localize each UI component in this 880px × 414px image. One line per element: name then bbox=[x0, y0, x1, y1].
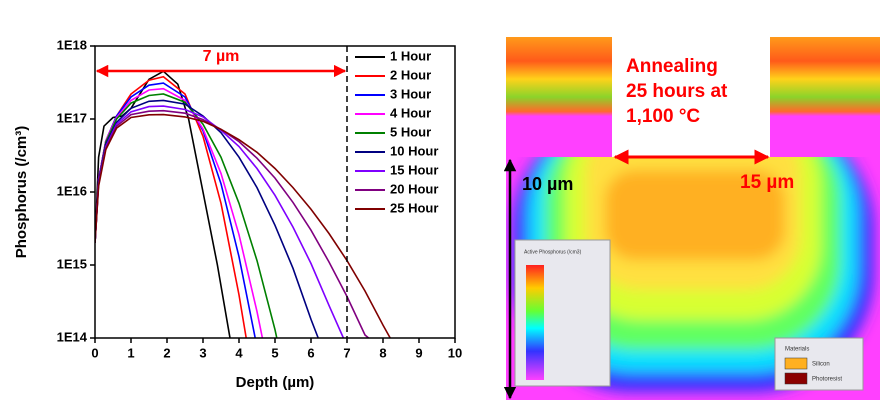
x-tick-label: 4 bbox=[235, 345, 243, 360]
simulation-image: Annealing 25 hours at 1,100 °C 15 µm 10 … bbox=[503, 37, 880, 400]
y-tick-label: 1E15 bbox=[57, 256, 87, 271]
x-axis-title: Depth (µm) bbox=[236, 374, 315, 391]
y-tick-label: 1E18 bbox=[57, 37, 87, 52]
line-chart: 1E14 1E15 1E16 1E17 1E18 0 1 2 3 4 5 6 7 8 9 10 Depth (µ… bbox=[13, 37, 462, 391]
legend-label: 1 Hour bbox=[390, 48, 431, 63]
legend-label: 10 Hour bbox=[390, 143, 438, 158]
legend-label: 3 Hour bbox=[390, 86, 431, 101]
material-label: Silicon bbox=[812, 362, 830, 368]
x-tick-label: 0 bbox=[91, 345, 98, 360]
plot-frame bbox=[94, 45, 456, 339]
data-line bbox=[95, 99, 319, 338]
colorbar bbox=[526, 265, 544, 380]
y-tick-label: 1E17 bbox=[57, 110, 87, 125]
data-line bbox=[95, 70, 231, 338]
y-tick-label: 1E14 bbox=[57, 329, 88, 344]
x-tick-label: 3 bbox=[199, 345, 206, 360]
legend-label: 25 Hour bbox=[390, 200, 438, 215]
legend-label: 20 Hour bbox=[390, 181, 438, 196]
x-tick-label: 2 bbox=[163, 345, 170, 360]
depth-label: 10 µm bbox=[522, 174, 573, 194]
x-tick-label: 10 bbox=[448, 345, 462, 360]
legend-label: 15 Hour bbox=[390, 162, 438, 177]
photoresist-right bbox=[770, 37, 880, 157]
annotation: 25 hours at bbox=[626, 81, 728, 102]
legend-label: 4 Hour bbox=[390, 105, 431, 120]
data-line bbox=[95, 113, 391, 338]
width-label: 15 µm bbox=[740, 172, 794, 193]
legend-label: 5 Hour bbox=[390, 124, 431, 139]
x-tick-label: 1 bbox=[127, 345, 134, 360]
colorbar-title: Active Phosphorus (/cm3) bbox=[524, 249, 582, 255]
material-label: Photoresist bbox=[812, 377, 842, 383]
annotation: 1,100 °C bbox=[626, 106, 700, 127]
materials-title: Materials bbox=[785, 347, 809, 353]
legend-label: 2 Hour bbox=[390, 67, 431, 82]
x-tick-label: 7 bbox=[343, 345, 350, 360]
annotation: Annealing bbox=[626, 56, 718, 77]
annotation-label: 7 µm bbox=[203, 48, 240, 65]
x-tick-label: 6 bbox=[307, 345, 314, 360]
photoresist-left bbox=[506, 37, 612, 157]
y-axis-title: Phosphorus (/cm³) bbox=[13, 126, 30, 259]
photoresist-swatch bbox=[784, 372, 808, 385]
data-line bbox=[95, 93, 278, 338]
x-tick-label: 5 bbox=[271, 345, 278, 360]
x-tick-label: 8 bbox=[379, 345, 386, 360]
silicon-swatch bbox=[784, 357, 808, 370]
y-tick-label: 1E16 bbox=[57, 183, 87, 198]
x-tick-label: 9 bbox=[415, 345, 422, 360]
